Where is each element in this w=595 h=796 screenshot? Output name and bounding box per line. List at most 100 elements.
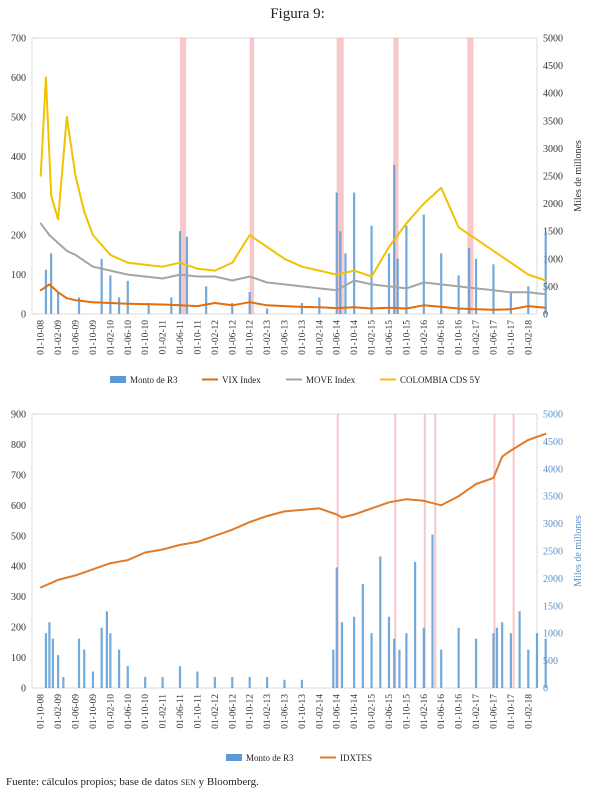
bar-monto-r3 xyxy=(318,297,321,314)
point-vix-index xyxy=(127,302,129,305)
x-tick-label: 01-02-10 xyxy=(106,320,116,355)
point-vix-index xyxy=(66,297,68,300)
point-colombia-cds-5y xyxy=(388,246,390,248)
plot-area xyxy=(31,37,538,315)
shaded-period-1 xyxy=(180,38,187,314)
point-idxtes xyxy=(179,544,181,546)
bar-monto-r3 xyxy=(467,247,471,314)
shaded-period-5 xyxy=(493,414,496,688)
source-prefix: Fuente: cálculos propios; base de datos xyxy=(6,776,181,788)
x-tick-label: 01-10-11 xyxy=(193,320,203,355)
shaded-period-2 xyxy=(249,38,255,314)
bar-monto-r3 xyxy=(527,649,530,688)
point-colombia-cds-5y xyxy=(92,234,94,236)
right-tick-label: 500 xyxy=(543,282,558,293)
bar-monto-r3 xyxy=(213,677,216,688)
x-tick-label: 01-06-13 xyxy=(281,320,291,355)
bar-monto-r3 xyxy=(77,638,81,688)
bar-monto-r3 xyxy=(144,677,147,688)
point-vix-index xyxy=(248,301,251,304)
point-colombia-cds-5y xyxy=(475,238,477,240)
point-idxtes xyxy=(231,528,234,531)
point-idxtes xyxy=(109,562,112,564)
shaded-period-4 xyxy=(393,38,399,314)
point-move-index xyxy=(335,289,338,292)
point-idxtes xyxy=(370,507,373,510)
point-colombia-cds-5y xyxy=(45,76,47,79)
bar-monto-r3 xyxy=(44,633,48,688)
legend-label: Monto de R3 xyxy=(246,753,294,763)
point-colombia-cds-5y xyxy=(39,175,42,177)
bar-monto-r3 xyxy=(379,556,382,688)
x-tick-label: 01-02-10 xyxy=(106,694,116,729)
x-tick-label: 01-06-09 xyxy=(72,694,82,729)
left-tick-label: 100 xyxy=(11,270,26,281)
x-tick-label: 01-02-13 xyxy=(263,320,273,355)
point-colombia-cds-5y xyxy=(423,202,425,205)
left-tick-label: 0 xyxy=(21,310,26,321)
point-colombia-cds-5y xyxy=(74,175,77,177)
bar-monto-r3 xyxy=(457,627,460,688)
bar-monto-r3 xyxy=(474,258,478,314)
point-move-index xyxy=(57,242,59,244)
point-move-index xyxy=(127,273,129,276)
x-tick-label: 01-10-17 xyxy=(507,320,517,355)
point-colombia-cds-5y xyxy=(127,261,129,264)
point-vix-index xyxy=(196,305,199,307)
x-tick-label: 01-06-10 xyxy=(124,320,134,355)
bar-monto-r3 xyxy=(422,214,425,314)
chart-idxtes: 0 100 200 300 400 500 600 700 800 900 0 500 1000 1500… xyxy=(11,410,584,764)
right-axis-label: Miles de millones xyxy=(573,140,584,212)
bar-monto-r3 xyxy=(300,679,304,688)
x-tick-label: 01-06-15 xyxy=(385,694,395,729)
bar-monto-r3 xyxy=(492,633,495,688)
left-tick-label: 300 xyxy=(11,592,26,603)
point-colombia-cds-5y xyxy=(266,246,268,248)
point-idxtes xyxy=(57,579,59,581)
point-vix-index xyxy=(301,306,303,308)
bar-monto-r3 xyxy=(501,622,504,688)
bar-monto-r3 xyxy=(57,291,60,314)
bar-monto-r3 xyxy=(340,622,344,688)
left-tick-label: 400 xyxy=(11,152,26,163)
point-vix-index xyxy=(544,306,547,309)
bar-monto-r3 xyxy=(335,567,338,688)
point-vix-index xyxy=(231,304,234,307)
point-move-index xyxy=(475,287,477,290)
point-vix-index xyxy=(109,302,112,304)
point-move-index xyxy=(66,250,68,252)
right-tick-label: 1500 xyxy=(543,601,563,612)
bar-monto-r3 xyxy=(422,627,425,688)
legend-label: VIX Index xyxy=(222,375,261,385)
point-move-index xyxy=(405,287,408,290)
legend-label: MOVE Index xyxy=(306,375,356,385)
bar-monto-r3 xyxy=(117,649,121,688)
x-tick-label: 01-02-18 xyxy=(524,694,534,729)
bar-monto-r3 xyxy=(544,231,547,314)
x-tick-label: 01-02-16 xyxy=(420,694,430,729)
bar-monto-r3 xyxy=(370,633,373,688)
point-colombia-cds-5y xyxy=(353,269,356,272)
bar-monto-r3 xyxy=(509,633,512,688)
point-colombia-cds-5y xyxy=(527,273,530,276)
point-idxtes xyxy=(214,535,216,537)
bar-monto-r3 xyxy=(83,649,86,688)
bar-monto-r3 xyxy=(535,633,539,688)
bar-monto-r3 xyxy=(300,302,304,314)
point-colombia-cds-5y xyxy=(510,261,512,264)
x-tick-label: 01-06-12 xyxy=(228,694,238,729)
shaded-period-2 xyxy=(394,414,397,688)
point-colombia-cds-5y xyxy=(301,265,303,268)
bar-monto-r3 xyxy=(431,534,434,688)
bar-monto-r3 xyxy=(161,677,164,688)
point-vix-index xyxy=(335,307,338,309)
point-idxtes xyxy=(266,515,268,517)
bar-monto-r3 xyxy=(527,286,530,314)
legend-label: COLOMBIA CDS 5Y xyxy=(400,375,481,385)
point-vix-index xyxy=(179,304,181,307)
point-vix-index xyxy=(440,306,443,308)
bar-monto-r3 xyxy=(178,231,182,314)
bar-monto-r3 xyxy=(387,253,391,314)
point-idxtes xyxy=(388,501,390,504)
x-tick-label: 01-10-10 xyxy=(141,694,151,729)
